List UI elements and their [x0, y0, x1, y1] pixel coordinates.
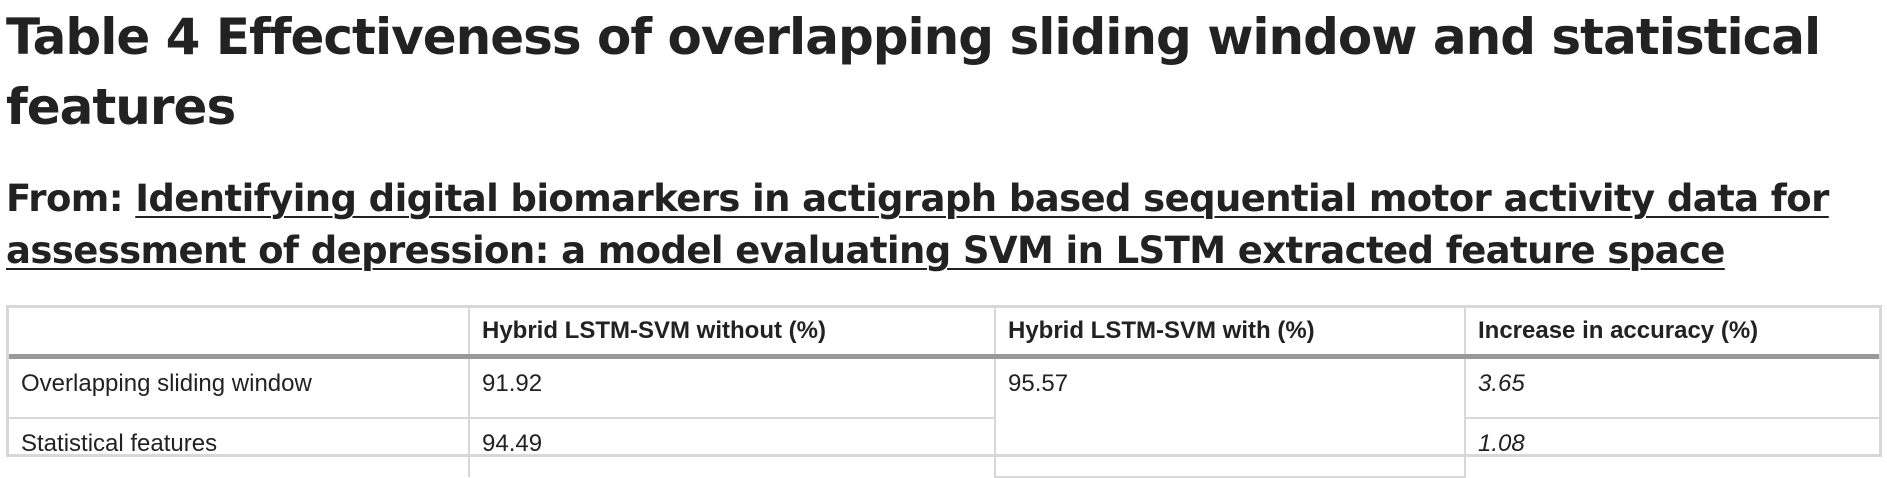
table-header-row: Hybrid LSTM-SVM without (%) Hybrid LSTM-… — [9, 308, 1879, 359]
source-article-line: From: Identifying digital biomarkers in … — [6, 173, 1876, 277]
from-label: From: — [6, 177, 136, 220]
header-cell-without: Hybrid LSTM-SVM without (%) — [469, 308, 996, 359]
row-label-cell: Statistical features — [9, 418, 470, 477]
table-row: Statistical features 94.49 1.08 — [9, 418, 1879, 477]
increase-value-cell: 1.08 — [1478, 430, 1525, 457]
header-cell-with: Hybrid LSTM-SVM with (%) — [995, 308, 1466, 359]
without-value-cell: 91.92 — [469, 356, 996, 419]
header-cell-increase: Increase in accuracy (%) — [1465, 308, 1879, 359]
data-table-container: Hybrid LSTM-SVM without (%) Hybrid LSTM-… — [6, 305, 1882, 478]
data-table: Hybrid LSTM-SVM without (%) Hybrid LSTM-… — [9, 308, 1879, 478]
increase-value-cell: 3.65 — [1465, 356, 1879, 419]
row-label-cell: Overlapping sliding window — [9, 356, 470, 419]
without-value-cell: 94.49 — [469, 418, 996, 477]
with-value-cell: 95.57 — [995, 356, 1466, 478]
table-row: Overlapping sliding window 91.92 95.57 3… — [9, 356, 1879, 478]
header-cell-empty — [9, 308, 470, 359]
table-title: Table 4 Effectiveness of overlapping sli… — [6, 8, 1821, 136]
article-title-link[interactable]: Identifying digital biomarkers in actigr… — [6, 177, 1829, 272]
